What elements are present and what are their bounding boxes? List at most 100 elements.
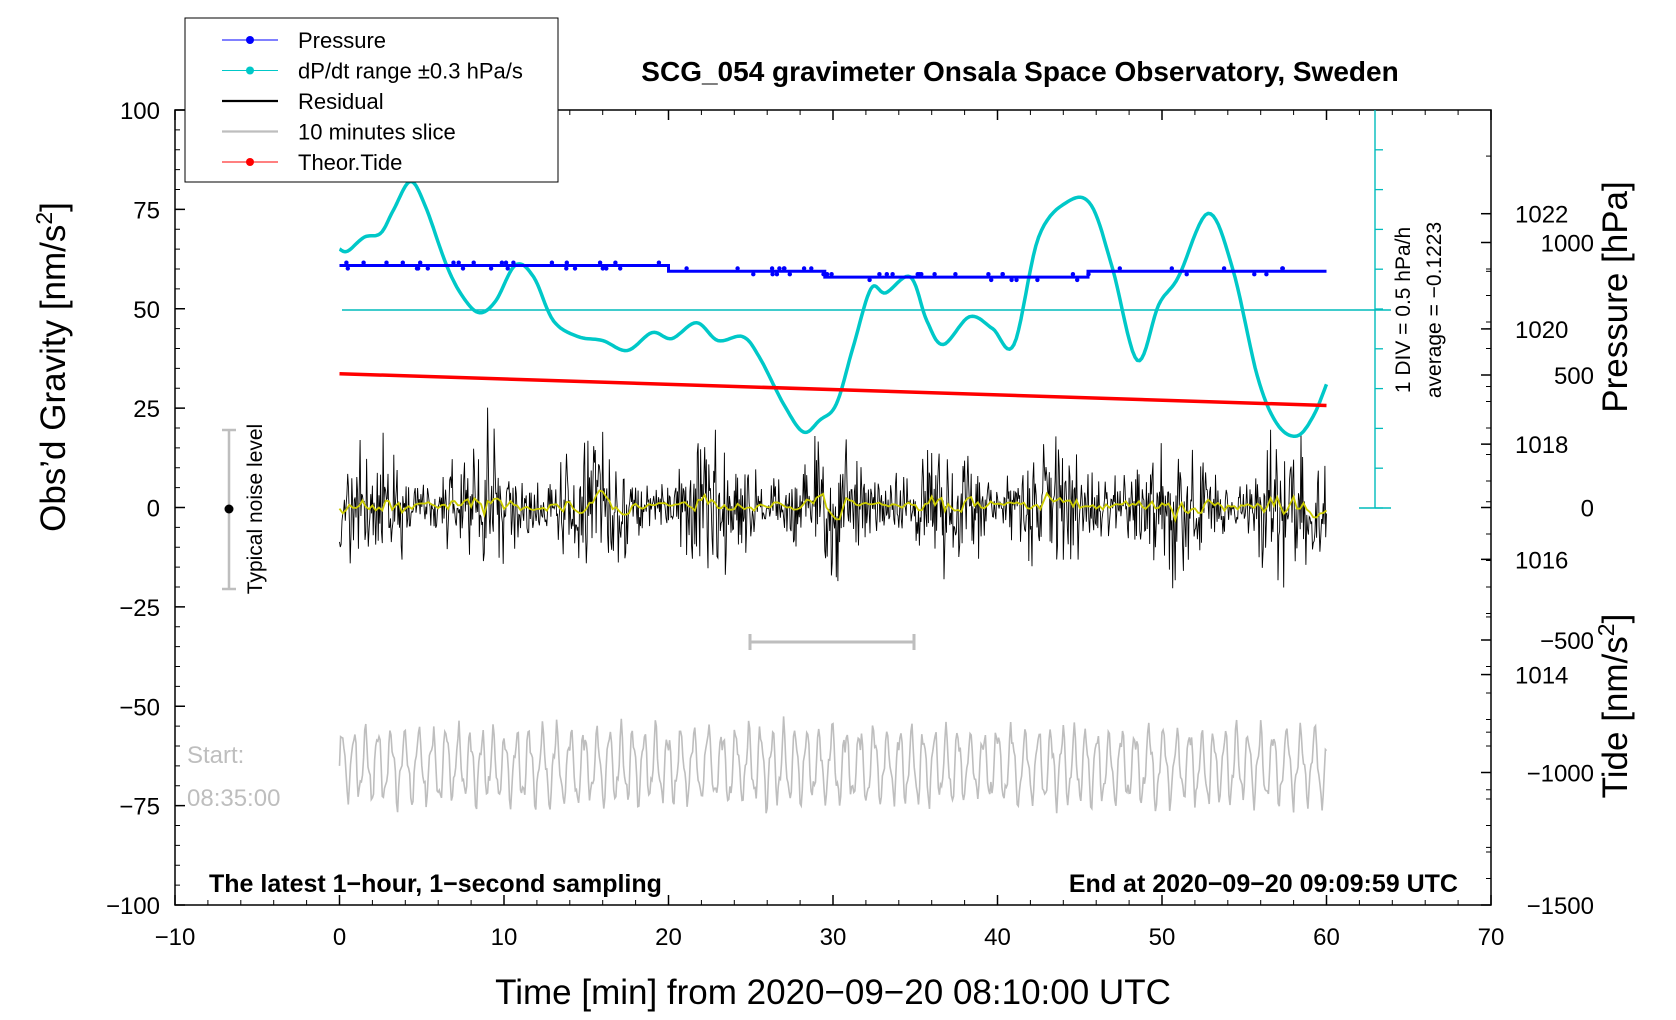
pressure-marker [751,272,756,277]
pressure-tick-label: 1018 [1515,432,1568,459]
y-tick-label: 100 [120,98,160,125]
legend-item: Pressure [222,28,386,53]
legend-item: Theor.Tide [222,150,402,175]
x-tick-label: 60 [1313,924,1340,951]
legend-item: 10 minutes slice [222,120,456,145]
pressure-marker [787,272,792,277]
residual-smoothed-line [338,489,1328,524]
legend-label: 10 minutes slice [298,120,456,145]
legend-label: Theor.Tide [298,150,402,175]
pressure-marker [1075,277,1080,283]
pressure-marker [769,266,775,271]
pressure-marker [782,266,787,271]
tide-tick-label: 1000 [1541,231,1594,258]
pressure-marker [917,272,922,277]
pressure-marker [460,266,466,271]
pressure-marker [809,266,814,271]
div-scale-label: 1 DIV = 0.5 hPa/h [1392,227,1415,393]
x-tick-label: 70 [1478,924,1505,951]
x-tick-label: 50 [1149,924,1176,951]
pressure-marker [456,260,461,265]
legend-label: dP/dt range ±0.3 hPa/s [298,59,523,84]
pressure-marker [1264,272,1269,277]
tide-axis-ticks: −1500 −1000 −500 0 500 1000 [1481,231,1594,920]
pressure-marker [1014,277,1019,283]
pressure-marker [505,266,510,271]
pressure-marker [604,266,609,271]
residual-series-line [339,407,1327,589]
legend-swatch-marker [246,66,254,75]
legend-label: Residual [298,89,384,114]
pressure-marker [656,260,662,265]
chart-title: SCG_054 gravimeter Onsala Space Observat… [641,56,1398,87]
pressure-marker [564,266,569,271]
pressure-marker [770,272,775,277]
dpdt-scale-ticks [1375,149,1383,509]
pressure-marker [1252,272,1257,277]
pressure-marker [361,260,366,265]
pressure-marker [597,260,603,265]
pressure-axis-ticks: 1014 1016 1018 1020 1022 [1481,155,1568,848]
pressure-marker [600,266,605,271]
pressure-marker [345,266,350,271]
tide-axis-title: Tide [nm/s2] [1593,614,1635,799]
pressure-marker [877,272,882,277]
pressure-marker [1280,266,1285,271]
pressure-tick-label: 1022 [1515,202,1568,229]
tide-tick-label: 0 [1581,496,1594,523]
pressure-marker [503,260,509,265]
pressure-marker [488,266,494,271]
pressure-marker [774,272,780,277]
pressure-tick-label: 1020 [1515,317,1568,344]
pressure-marker [684,266,689,271]
pressure-marker [400,260,405,265]
pressure-marker [735,266,740,271]
y-tick-label: −100 [106,893,160,920]
pressure-marker [1070,272,1076,277]
tide-tick-label: −1000 [1527,761,1594,788]
legend-item: Residual [222,89,384,114]
pressure-marker [1086,272,1091,277]
pressure-series-markers [344,260,1286,283]
x-axis-ticks: −10 0 10 20 30 40 50 60 70 [155,110,1505,951]
start-label: Start: [187,742,244,769]
dpdt-series-line [338,179,1329,438]
tide-series-line [339,371,1327,408]
x-tick-label: 30 [820,924,847,951]
pressure-marker [1221,266,1227,271]
y-tick-label: 0 [147,496,160,523]
y-tick-label: 75 [133,197,160,224]
pressure-marker [777,266,782,271]
pressure-marker [932,272,937,277]
tide-tick-label: −500 [1540,628,1594,655]
y-tick-label: −75 [119,794,160,821]
pressure-marker [384,260,389,265]
y-axis-title: Obs’d Gravity [nm/s2] [31,202,73,532]
x-tick-label: 40 [984,924,1011,951]
pressure-tick-label: 1014 [1515,663,1568,690]
pressure-marker [867,277,872,283]
pressure-marker [618,266,623,271]
x-tick-label: 10 [491,924,518,951]
x-tick-label: 0 [333,924,346,951]
pressure-marker [564,260,569,265]
pressure-marker [499,260,505,265]
x-tick-label: −10 [155,924,196,951]
y-tick-label: −25 [119,595,160,622]
pressure-marker [451,260,456,265]
y-tick-label: 25 [133,396,160,423]
pressure-marker [884,272,889,277]
y-axis-ticks: −100 −75 −50 −25 0 25 50 75 100 [106,98,185,920]
y-tick-label: 50 [133,297,160,324]
pressure-marker [418,260,423,265]
average-label: average = −0.1223 [1423,222,1446,398]
tide-tick-label: 500 [1554,363,1594,390]
legend-item: dP/dt range ±0.3 hPa/s [222,59,523,84]
sampling-label: The latest 1−hour, 1−second sampling [209,870,662,898]
x-axis-title: Time [min] from 2020−09−20 08:10:00 UTC [495,973,1171,1012]
pressure-marker [471,260,476,265]
slice-bracket [748,634,916,650]
pressure-marker [821,272,826,277]
pressure-marker [511,260,516,265]
pressure-marker [989,277,994,283]
